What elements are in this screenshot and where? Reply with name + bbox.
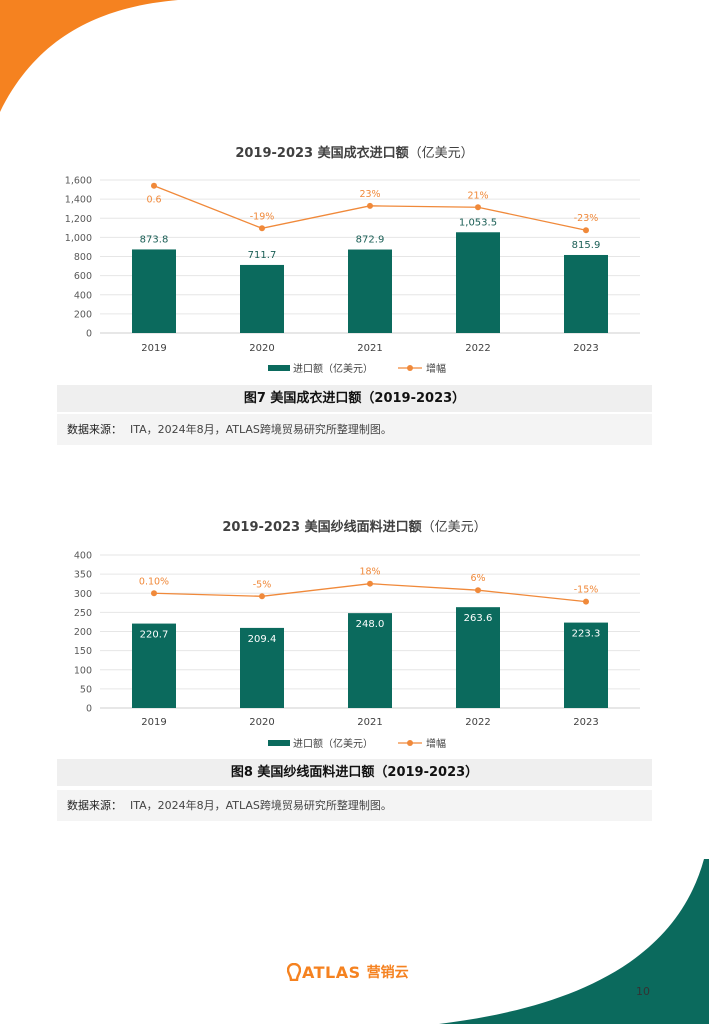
y-tick-label: 1,400 xyxy=(65,195,92,206)
bar xyxy=(564,254,608,333)
bar-value-label: 248.0 xyxy=(356,619,385,630)
growth-point xyxy=(259,593,265,600)
bar xyxy=(132,249,176,333)
y-tick-label: 0 xyxy=(86,329,92,340)
x-tick-label: 2023 xyxy=(573,343,598,354)
chart-yarn-fabric-imports: 0 50 100 150 200 250 300 350 400 220.7 209.4 248.0 2… xyxy=(74,551,640,750)
growth-point xyxy=(151,182,157,189)
growth-point xyxy=(151,590,157,597)
growth-label: 18% xyxy=(359,567,380,578)
growth-point xyxy=(475,204,481,211)
legend-line-label: 增幅 xyxy=(426,737,446,750)
growth-label: -23% xyxy=(574,213,599,224)
growth-label: 0.6 xyxy=(146,195,161,206)
bar xyxy=(564,622,608,708)
logo-brand: ATLAS xyxy=(302,962,361,982)
growth-label: 21% xyxy=(467,190,488,201)
y-tick-label: 800 xyxy=(74,252,92,263)
atlas-logo: ATLAS 营销云 xyxy=(287,958,409,986)
growth-point xyxy=(259,225,265,232)
x-tick-label: 2019 xyxy=(141,343,166,354)
bar-value-label: 220.7 xyxy=(140,630,169,641)
data-source: 数据来源： ITA，2024年8月，ATLAS跨境贸易研究所整理制图。 xyxy=(57,414,652,445)
bar-value-label: 815.9 xyxy=(572,240,601,251)
y-tick-label: 50 xyxy=(80,684,92,695)
y-tick-label: 400 xyxy=(74,551,92,562)
bar-value-label: 263.6 xyxy=(464,613,493,624)
y-tick-label: 100 xyxy=(74,665,92,676)
y-tick-label: 200 xyxy=(74,309,92,320)
x-tick-label: 2022 xyxy=(465,717,490,728)
bar-value-label: 873.8 xyxy=(140,234,169,245)
y-tick-label: 600 xyxy=(74,271,92,282)
figure-caption: 图8 美国纱线面料进口额（2019-2023） xyxy=(57,759,652,786)
growth-point xyxy=(475,587,481,594)
chart-apparel-imports: 0 200 400 600 800 1,000 1,200 1,400 1,600 873.8 71… xyxy=(65,176,640,375)
y-tick-label: 1,200 xyxy=(65,214,92,225)
bar xyxy=(240,627,284,708)
legend-bar-label: 进口额（亿美元） xyxy=(293,737,373,750)
x-tick-label: 2019 xyxy=(141,717,166,728)
x-tick-label: 2022 xyxy=(465,343,490,354)
bar xyxy=(456,232,500,333)
bar xyxy=(240,264,284,333)
y-tick-label: 400 xyxy=(74,290,92,301)
growth-label: 23% xyxy=(359,189,380,200)
figure-caption: 图7 美国成衣进口额（2019-2023） xyxy=(57,385,652,412)
growth-label: 0.10% xyxy=(139,576,169,587)
growth-label: 6% xyxy=(470,573,485,584)
chart-title: 2019-2023 美国成衣进口额（亿美元） xyxy=(235,146,474,161)
data-source: 数据来源： ITA，2024年8月，ATLAS跨境贸易研究所整理制图。 xyxy=(57,790,652,821)
logo-mark-icon xyxy=(287,963,301,981)
growth-label: -15% xyxy=(574,585,599,596)
growth-point xyxy=(583,227,589,234)
bar xyxy=(348,249,392,333)
x-tick-label: 2023 xyxy=(573,717,598,728)
page-number: 10 xyxy=(636,985,650,998)
y-tick-label: 350 xyxy=(74,570,92,581)
y-tick-label: 300 xyxy=(74,589,92,600)
legend-bar-label: 进口额（亿美元） xyxy=(293,362,373,375)
legend-bar-swatch xyxy=(268,365,290,371)
legend-bar-swatch xyxy=(268,740,290,746)
y-tick-label: 1,000 xyxy=(65,233,92,244)
bar-value-label: 872.9 xyxy=(356,235,385,246)
logo-sub: 营销云 xyxy=(366,965,409,981)
y-tick-label: 0 xyxy=(86,704,92,715)
corner-decoration-teal xyxy=(439,859,709,1024)
y-tick-label: 250 xyxy=(74,608,92,619)
bar xyxy=(456,607,500,708)
bar-value-label: 209.4 xyxy=(248,634,277,645)
growth-point xyxy=(367,580,373,587)
corner-decoration-orange xyxy=(0,0,178,112)
x-tick-label: 2021 xyxy=(357,717,382,728)
bar xyxy=(348,613,392,708)
growth-label: -5% xyxy=(253,579,272,590)
bar-value-label: 1,053.5 xyxy=(459,217,497,228)
legend-line-label: 增幅 xyxy=(426,362,446,375)
y-tick-label: 150 xyxy=(74,646,92,657)
legend-line-marker xyxy=(407,740,413,746)
x-tick-label: 2021 xyxy=(357,343,382,354)
bar xyxy=(132,623,176,708)
x-tick-label: 2020 xyxy=(249,717,274,728)
growth-label: -19% xyxy=(250,211,275,222)
legend-line-marker xyxy=(407,365,413,371)
growth-point xyxy=(583,598,589,605)
growth-point xyxy=(367,202,373,209)
bar-value-label: 223.3 xyxy=(572,629,601,640)
y-tick-label: 200 xyxy=(74,627,92,638)
chart-title: 2019-2023 美国纱线面料进口额（亿美元） xyxy=(222,520,487,535)
y-tick-label: 1,600 xyxy=(65,176,92,187)
bar-value-label: 711.7 xyxy=(248,250,277,261)
x-tick-label: 2020 xyxy=(249,343,274,354)
